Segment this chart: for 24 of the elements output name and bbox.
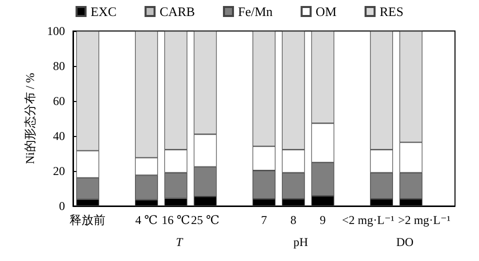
legend-label: CARB xyxy=(160,4,196,19)
legend-label: EXC xyxy=(90,4,117,19)
y-tick-label: 0 xyxy=(59,199,65,213)
y-tick-label: 40 xyxy=(53,129,65,143)
x-tick-label: <2 mg·L⁻¹ xyxy=(342,213,395,227)
text: T xyxy=(176,235,184,249)
legend-label: OM xyxy=(316,4,338,19)
x-tick-label: 25 ℃ xyxy=(191,213,220,227)
text: DO xyxy=(396,235,414,249)
x-tick-label: 9 xyxy=(320,213,326,227)
y-tick-label: 60 xyxy=(53,94,65,108)
x-tick-label: 8 xyxy=(290,213,296,227)
y-tick-label: 100 xyxy=(47,24,65,38)
x-tick-label: >2 mg·L⁻¹ xyxy=(398,213,451,227)
x-tick-label: 4 ℃ xyxy=(135,213,158,227)
y-tick-label: 80 xyxy=(53,59,65,73)
y-tick-label: 20 xyxy=(53,164,65,178)
legend-label: RES xyxy=(380,4,404,19)
x-tick-label: 16 ℃ xyxy=(162,213,190,227)
text: pH xyxy=(293,235,308,249)
x-tick-label: 释放前 xyxy=(70,213,106,227)
x-tick-label: 7 xyxy=(261,213,267,227)
y-axis-title: Ni的形态分布 / % xyxy=(23,72,38,164)
legend-label: Fe/Mn xyxy=(238,4,274,19)
